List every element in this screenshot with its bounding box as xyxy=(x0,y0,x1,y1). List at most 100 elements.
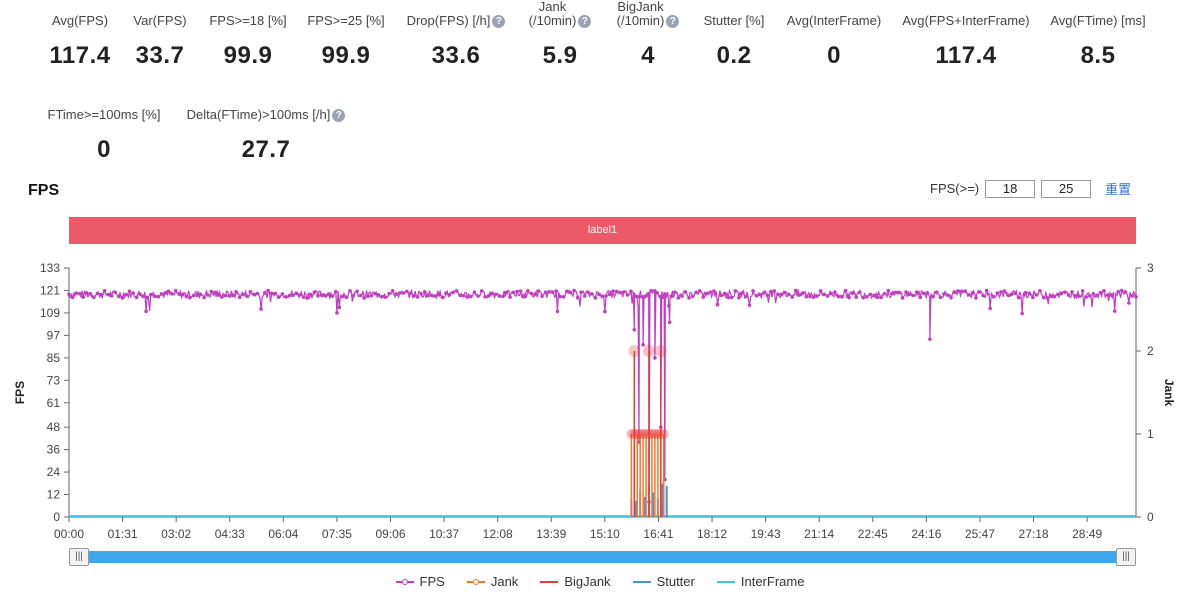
fps-point xyxy=(836,294,841,299)
metric-label: Avg(InterFrame) xyxy=(786,13,882,28)
metric-value: 8.5 xyxy=(1080,42,1116,69)
zoom-slider[interactable]: ||| ||| xyxy=(69,548,1136,566)
y-left-tick-label: 61 xyxy=(47,396,61,410)
fps-point xyxy=(479,289,484,293)
fps-point xyxy=(67,292,71,297)
fps-point xyxy=(1127,301,1131,305)
fps-point xyxy=(751,289,755,293)
legend-item-bigjank[interactable]: BigJank xyxy=(540,574,611,589)
fps-point xyxy=(444,291,448,295)
fps-point xyxy=(815,294,819,298)
fps-point xyxy=(729,295,734,300)
fps-point xyxy=(575,295,580,300)
fps-point xyxy=(1066,293,1071,297)
fps-point xyxy=(904,290,908,294)
x-tick-label: 12:08 xyxy=(483,527,513,541)
fps-point xyxy=(305,296,310,300)
fps-point xyxy=(843,288,848,293)
fps-point xyxy=(106,292,110,297)
x-tick-label: 00:00 xyxy=(54,527,84,541)
legend-label: FPS xyxy=(419,574,445,589)
fps-point xyxy=(490,291,495,296)
fps-point xyxy=(938,295,943,300)
fps-threshold-input-1[interactable] xyxy=(985,179,1036,198)
fps-point xyxy=(611,289,615,293)
fps-point xyxy=(786,292,791,297)
legend-item-fps[interactable]: FPS xyxy=(395,574,445,589)
fps-point xyxy=(124,292,128,297)
fps-point xyxy=(341,294,345,299)
fps-point xyxy=(269,291,274,296)
y-left-tick-label: 109 xyxy=(40,306,60,320)
zoom-slider-left-handle[interactable]: ||| xyxy=(69,548,89,566)
fps-point xyxy=(676,296,681,300)
fps-point xyxy=(637,295,642,299)
label-band[interactable]: label1 xyxy=(69,217,1136,244)
fps-point xyxy=(1080,289,1085,293)
fps-point xyxy=(152,294,157,298)
x-tick-label: 15:10 xyxy=(590,527,620,541)
fps-point xyxy=(237,295,242,300)
fps-point xyxy=(113,290,118,295)
fps-point xyxy=(579,290,583,294)
fps-point xyxy=(1077,294,1081,298)
fps-point xyxy=(287,293,292,298)
y-left-tick-label: 12 xyxy=(47,488,61,502)
fps-point xyxy=(879,295,883,300)
fps-point xyxy=(733,289,738,293)
help-icon[interactable]: ? xyxy=(332,109,346,122)
fps-point xyxy=(248,290,253,294)
x-tick-label: 10:37 xyxy=(429,527,459,541)
fps-point xyxy=(1098,290,1103,295)
x-tick-label: 18:12 xyxy=(697,527,727,541)
fps-point xyxy=(600,294,605,298)
fps-point xyxy=(131,291,135,295)
help-icon[interactable]: ? xyxy=(492,15,506,28)
fps-point xyxy=(74,291,78,295)
fps-threshold-input-2[interactable] xyxy=(1041,179,1092,198)
zoom-slider-right-handle[interactable]: ||| xyxy=(1116,548,1136,566)
fps-point xyxy=(914,290,919,294)
fps-point xyxy=(776,292,780,296)
fps-point xyxy=(565,289,569,294)
fps-point xyxy=(390,289,395,293)
legend-item-stutter[interactable]: Stutter xyxy=(632,574,695,589)
fps-point xyxy=(868,292,873,297)
fps-point xyxy=(840,295,844,299)
fps-point xyxy=(451,290,455,295)
fps-point xyxy=(974,296,978,300)
metric-4: Drop(FPS) [/h]? 33.6 xyxy=(391,0,521,70)
fps-point xyxy=(1002,289,1007,293)
fps-point xyxy=(380,294,384,299)
y-left-tick-label: 121 xyxy=(40,283,60,297)
x-tick-label: 28:49 xyxy=(1072,527,1102,541)
x-tick-label: 06:04 xyxy=(268,527,298,541)
help-icon[interactable]: ? xyxy=(578,15,592,28)
fps-point xyxy=(804,294,809,299)
fps-point xyxy=(170,292,174,296)
legend-item-interframe[interactable]: InterFrame xyxy=(716,574,804,589)
metric-label: FTime>=100ms [%] xyxy=(47,107,161,122)
legend-item-jank[interactable]: Jank xyxy=(466,574,518,589)
zoom-slider-track[interactable] xyxy=(69,551,1136,563)
fps-point xyxy=(177,292,182,296)
fps-point xyxy=(426,293,431,298)
fps-point xyxy=(540,294,544,299)
fps-point xyxy=(355,289,359,294)
fps-point xyxy=(833,290,837,294)
fps-point xyxy=(447,293,452,297)
help-icon[interactable]: ? xyxy=(666,15,680,28)
metric-label: Drop(FPS) [/h] xyxy=(406,13,491,28)
metric-value: 0 xyxy=(827,42,841,69)
x-tick-label: 13:39 xyxy=(536,527,566,541)
x-tick-label: 21:14 xyxy=(804,527,834,541)
fps-point xyxy=(141,294,146,299)
x-tick-label: 27:18 xyxy=(1019,527,1049,541)
fps-point xyxy=(383,295,388,299)
fps-point xyxy=(230,293,235,298)
fps-point xyxy=(861,295,866,300)
fps-point xyxy=(808,294,812,299)
fps-point xyxy=(847,295,851,300)
reset-button[interactable]: 重置 xyxy=(1105,182,1132,197)
